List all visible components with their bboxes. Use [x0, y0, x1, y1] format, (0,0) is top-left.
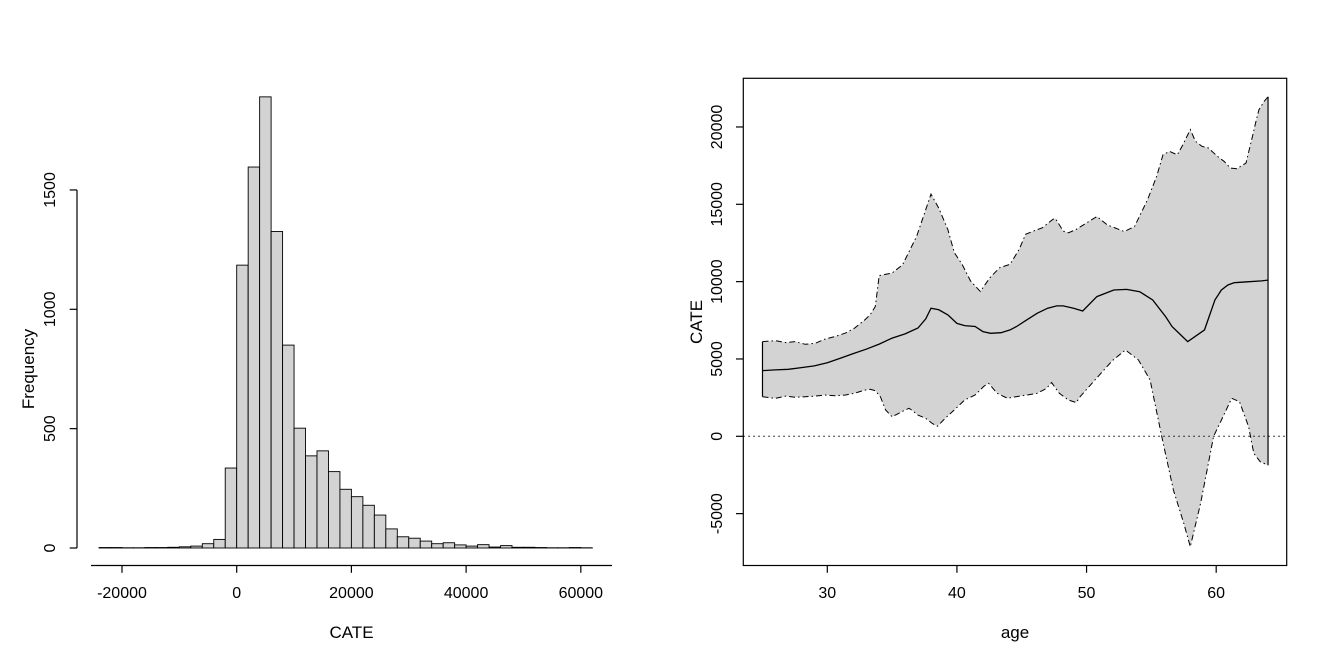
histogram-axes-group: -20000 0 20000 40000 60000 0 500 1000 1500	[42, 172, 612, 602]
upper-bound-line	[762, 96, 1269, 345]
x-tick-label: 60	[1207, 585, 1225, 602]
lower-bound-line	[762, 349, 1269, 547]
cate-axes-group: 30 40 50 60 -5000 0 5000 10000 15000 20000	[709, 77, 1288, 602]
y-tick-label: 1000	[42, 291, 59, 327]
x-tick-label: 20000	[329, 585, 374, 602]
x-tick-label: 30	[818, 585, 836, 602]
median-line	[762, 279, 1269, 372]
histogram-bar	[477, 544, 490, 549]
histogram-bar	[373, 514, 387, 549]
histogram-bar	[305, 455, 318, 549]
plot-box	[742, 77, 1288, 567]
histogram-bar	[419, 540, 433, 549]
y-tick-label: 500	[42, 415, 59, 442]
y-tick-label: 0	[42, 543, 59, 552]
histogram-bar	[442, 542, 456, 549]
histogram-bar	[247, 166, 261, 549]
histogram-bar	[339, 488, 352, 549]
x-tick-label: 60000	[559, 585, 604, 602]
histogram-bar	[259, 96, 272, 549]
y-tick-label: 1500	[42, 172, 59, 208]
x-tick-label: 40	[948, 585, 966, 602]
cate-by-age-plot: 30 40 50 60 -5000 0 5000 10000 15000 20000 age CA…	[687, 77, 1288, 642]
x-tick-label: 0	[232, 585, 241, 602]
histogram-bar	[465, 545, 479, 549]
histogram-y-axis-title: Frequency	[19, 328, 38, 409]
y-tick-label: -5000	[709, 493, 726, 534]
histogram-bar	[167, 546, 180, 549]
cate-y-axis-title: CATE	[687, 300, 706, 344]
histogram-bar	[350, 496, 364, 549]
histogram-bar	[213, 538, 226, 549]
histogram-bar	[201, 543, 215, 549]
confidence-band-group	[743, 96, 1287, 547]
y-tick-label: 10000	[709, 259, 726, 304]
histogram-bar	[224, 467, 238, 549]
y-tick-label: 5000	[709, 341, 726, 377]
histogram-bar	[236, 264, 249, 549]
x-tick-label: 40000	[444, 585, 489, 602]
confidence-band	[762, 96, 1268, 547]
histogram-bar	[408, 537, 421, 549]
histogram-bar	[523, 546, 536, 549]
x-tick-label: 50	[1078, 585, 1096, 602]
histogram-bar	[454, 544, 467, 549]
y-tick-label: 20000	[709, 105, 726, 150]
histogram-bar	[511, 546, 524, 549]
histogram-bar	[396, 536, 410, 549]
histogram-bar	[500, 545, 513, 549]
y-tick-label: 15000	[709, 182, 726, 227]
histogram-bar	[362, 504, 375, 549]
x-tick-label: -20000	[97, 585, 147, 602]
histogram-bar	[178, 546, 192, 549]
histogram-bar	[385, 528, 398, 549]
histogram-bar	[270, 231, 284, 549]
y-tick-label: 0	[709, 432, 726, 441]
histogram-bars-group	[98, 96, 593, 549]
histogram-x-axis-title: CATE	[329, 623, 373, 642]
cate-x-axis-title: age	[1001, 623, 1029, 642]
histogram-bar	[488, 546, 501, 549]
histogram-bar	[328, 471, 341, 549]
histogram-bar	[431, 543, 444, 549]
histogram-bar	[190, 545, 203, 549]
histogram-bar	[293, 427, 306, 549]
histogram-bar	[316, 450, 329, 549]
histogram-bar	[282, 344, 295, 549]
